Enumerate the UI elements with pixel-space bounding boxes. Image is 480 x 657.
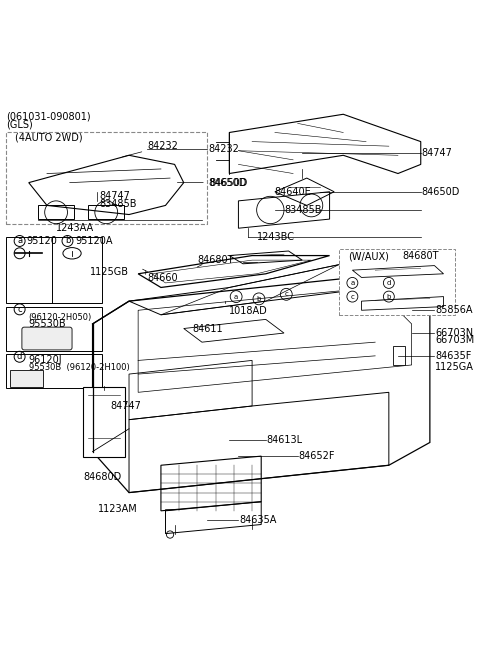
FancyBboxPatch shape: [6, 237, 102, 304]
Text: a: a: [234, 294, 238, 300]
Text: 95120A: 95120A: [75, 236, 113, 246]
Text: (96120-2H050): (96120-2H050): [29, 313, 92, 322]
Text: 85856A: 85856A: [435, 306, 473, 315]
Text: 83485B: 83485B: [284, 205, 322, 215]
FancyBboxPatch shape: [6, 354, 102, 388]
Text: 84611: 84611: [193, 323, 224, 334]
Text: (GLS): (GLS): [6, 120, 33, 129]
Text: c: c: [350, 294, 354, 300]
Text: 84660: 84660: [147, 273, 178, 283]
Text: 95120: 95120: [26, 236, 57, 246]
Text: 83485B: 83485B: [99, 199, 137, 209]
Text: 84680T: 84680T: [197, 255, 234, 265]
Text: (4AUTO 2WD): (4AUTO 2WD): [15, 133, 83, 143]
Text: (061031-090801): (061031-090801): [6, 112, 91, 122]
Text: 84652F: 84652F: [299, 451, 335, 461]
Text: 66703N: 66703N: [435, 328, 473, 338]
Text: 96120J: 96120J: [29, 355, 62, 365]
Text: 84650D: 84650D: [209, 177, 248, 188]
Text: 1123AM: 1123AM: [98, 503, 138, 514]
Text: 84680T: 84680T: [403, 251, 439, 261]
Text: c: c: [17, 305, 22, 314]
Text: d: d: [387, 280, 391, 286]
Text: 95530B: 95530B: [29, 319, 66, 329]
FancyBboxPatch shape: [83, 387, 125, 457]
FancyBboxPatch shape: [393, 346, 405, 365]
Text: d: d: [17, 352, 22, 361]
Text: 1018AD: 1018AD: [229, 306, 268, 316]
FancyBboxPatch shape: [6, 133, 206, 223]
Text: 84650D: 84650D: [421, 187, 460, 196]
Text: 84635A: 84635A: [240, 515, 276, 525]
Text: a: a: [17, 237, 22, 246]
Text: b: b: [257, 296, 261, 302]
Text: 84640E: 84640E: [275, 187, 312, 196]
Text: 84232: 84232: [122, 141, 178, 157]
Text: 84680D: 84680D: [84, 472, 122, 482]
Text: b: b: [387, 294, 391, 300]
Text: a: a: [350, 280, 355, 286]
Text: (W/AUX): (W/AUX): [348, 251, 389, 261]
Text: c: c: [284, 291, 288, 298]
FancyBboxPatch shape: [339, 249, 455, 315]
Text: 66703M: 66703M: [435, 335, 475, 346]
Text: 95530B  (96120-2H100): 95530B (96120-2H100): [29, 363, 130, 372]
Text: 84613L: 84613L: [267, 435, 303, 445]
FancyBboxPatch shape: [10, 371, 43, 388]
Text: 84747: 84747: [99, 191, 130, 201]
Text: 84747: 84747: [111, 401, 142, 411]
Text: 84650D: 84650D: [178, 177, 247, 188]
Text: 1125GA: 1125GA: [435, 362, 474, 373]
Text: 84232: 84232: [209, 145, 240, 154]
Text: 1243BC: 1243BC: [257, 233, 295, 242]
Text: 84635F: 84635F: [435, 351, 472, 361]
Text: b: b: [65, 237, 70, 246]
FancyBboxPatch shape: [22, 327, 72, 350]
Text: 1125GB: 1125GB: [90, 267, 129, 277]
FancyBboxPatch shape: [6, 307, 102, 351]
Text: 84747: 84747: [421, 148, 453, 158]
Text: 1243AA: 1243AA: [56, 223, 94, 233]
